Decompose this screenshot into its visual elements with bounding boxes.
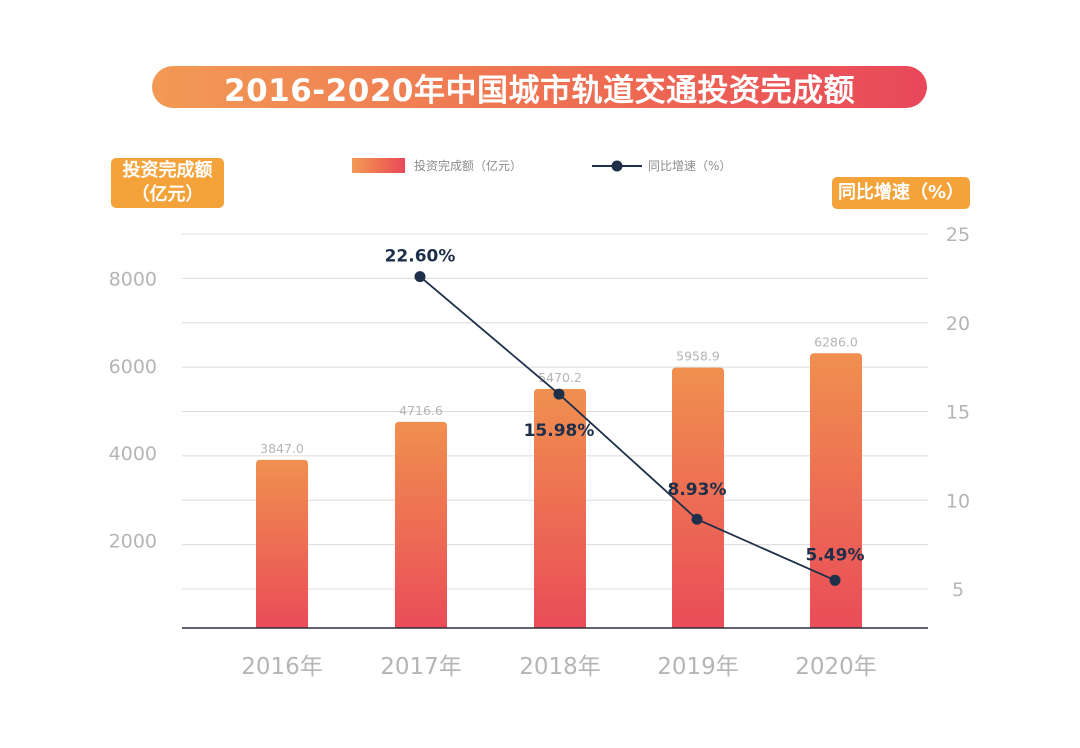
right-axis-tick-label: 15 (946, 402, 970, 424)
legend-line-icon (592, 160, 642, 171)
bar (395, 421, 447, 628)
growth-rate-line (419, 275, 836, 582)
chart-title-banner: 2016-2020年中国城市轨道交通投资完成额 (152, 66, 927, 109)
bar-value-label: 6286.0 (814, 334, 858, 349)
bar-value-label: 5470.2 (538, 370, 582, 385)
bar-value-label: 3847.0 (260, 441, 304, 456)
chart-title: 2016-2020年中国城市轨道交通投资完成额 (224, 72, 855, 109)
legend-bar-label: 投资完成额（亿元） (414, 159, 523, 173)
line-point-label: 22.60% (385, 247, 456, 267)
line-point-label: 8.93% (668, 480, 727, 500)
left-axis-tick-label: 6000 (109, 356, 157, 378)
x-axis-tick-label: 2017年 (380, 654, 462, 680)
left-axis-tick-label: 8000 (109, 268, 157, 290)
legend-item-line: 同比增速（%） (592, 157, 731, 174)
line-point (691, 513, 703, 525)
legend-item-bar: 投资完成额（亿元） (352, 157, 522, 174)
bar (256, 459, 308, 628)
left-axis-badge-line-1: 投资完成额 (122, 160, 213, 181)
line-point (553, 388, 565, 400)
legend-bar-swatch (352, 158, 405, 173)
right-axis-badge: 同比增速（%） (832, 177, 970, 209)
bar (534, 388, 586, 628)
right-axis-tick-label: 20 (946, 313, 970, 335)
x-axis-tick-label: 2018年 (519, 654, 601, 680)
bar-value-label: 4716.6 (399, 403, 443, 418)
bar (672, 367, 724, 628)
bar (810, 353, 862, 628)
right-axis-tick-label: 5 (952, 579, 964, 601)
left-axis-tick-label: 4000 (109, 443, 157, 465)
right-axis-tick-label: 10 (946, 490, 970, 512)
line-point-label: 5.49% (806, 545, 865, 565)
left-axis-tick-label: 2000 (109, 531, 157, 553)
x-axis-tick-label: 2019年 (657, 654, 739, 680)
x-axis-tick-label: 2016年 (241, 654, 323, 680)
legend-line-label: 同比增速（%） (648, 159, 732, 173)
left-axis-badge-line-2: （亿元） (131, 184, 204, 205)
bar-value-label: 5958.9 (676, 349, 720, 364)
right-axis-tick-label: 25 (946, 224, 970, 246)
line-point (414, 271, 426, 283)
line-point (829, 574, 841, 586)
left-axis-badge: 投资完成额 （亿元） (111, 158, 224, 208)
line-point-label: 15.98% (524, 421, 595, 441)
x-axis-tick-label: 2020年 (795, 654, 877, 680)
